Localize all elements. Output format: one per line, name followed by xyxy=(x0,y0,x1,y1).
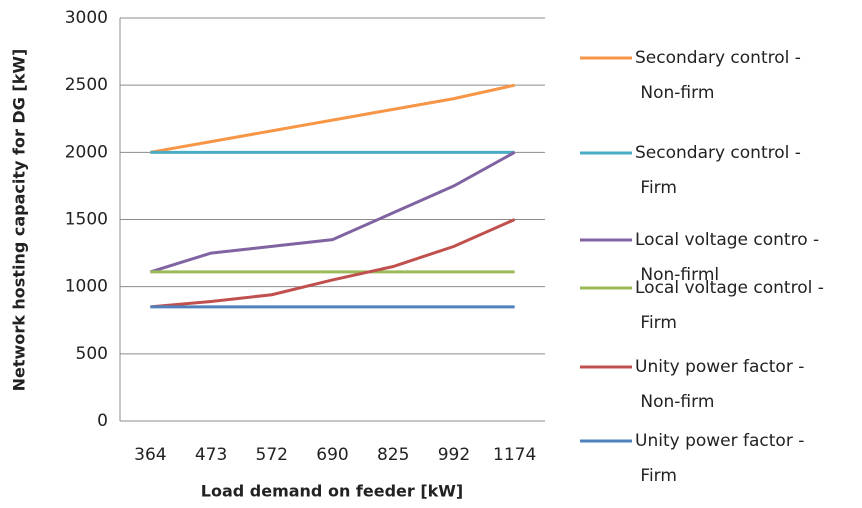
legend-label: Local voltage control - Firm xyxy=(635,278,824,333)
legend-line: Firm xyxy=(635,313,677,333)
series-line xyxy=(150,218,516,309)
legend-label: Unity power factor - Non-firm xyxy=(635,357,804,412)
series-line xyxy=(150,83,515,154)
legend-label: Local voltage contro - Non-firml xyxy=(635,230,819,285)
legend-line: Secondary control - xyxy=(635,48,801,68)
legend-label: Secondary control - Firm xyxy=(635,143,801,198)
y-tick-label: 1000 xyxy=(65,277,108,297)
y-tick-label: 500 xyxy=(76,344,108,364)
y-tick-label: 2000 xyxy=(65,142,108,162)
legend-line: Local voltage contro - xyxy=(635,230,819,250)
series-line xyxy=(149,151,516,274)
x-tick-label: 825 xyxy=(377,445,409,465)
x-axis-label: Load demand on feeder [kW] xyxy=(201,482,464,501)
x-tick-label: 473 xyxy=(195,445,227,465)
legend-label: Unity power factor - Firm xyxy=(635,431,804,486)
legend-line: Local voltage control - xyxy=(635,278,824,298)
y-tick-label: 0 xyxy=(97,411,108,431)
legend-line: Firm xyxy=(635,466,677,486)
legend-line: Unity power factor - xyxy=(635,357,804,377)
y-axis-label: Network hosting capacity for DG [kW] xyxy=(10,49,29,392)
legend-line: Non-firml xyxy=(635,265,719,285)
legend-line: Non-firm xyxy=(635,392,714,412)
x-tick-label: 364 xyxy=(134,445,166,465)
legend-line: Unity power factor - xyxy=(635,431,804,451)
y-tick-label: 3000 xyxy=(65,8,108,28)
legend-label: Secondary control - Non-firm xyxy=(635,48,801,103)
x-tick-label: 1174 xyxy=(493,445,536,465)
x-tick-label: 992 xyxy=(438,445,470,465)
y-tick-label: 1500 xyxy=(65,210,108,230)
legend-line: Firm xyxy=(635,178,677,198)
x-tick-label: 572 xyxy=(256,445,288,465)
x-tick-label: 690 xyxy=(316,445,348,465)
y-tick-label: 2500 xyxy=(65,75,108,95)
legend-line: Secondary control - xyxy=(635,143,801,163)
legend-line: Non-firm xyxy=(635,83,714,103)
